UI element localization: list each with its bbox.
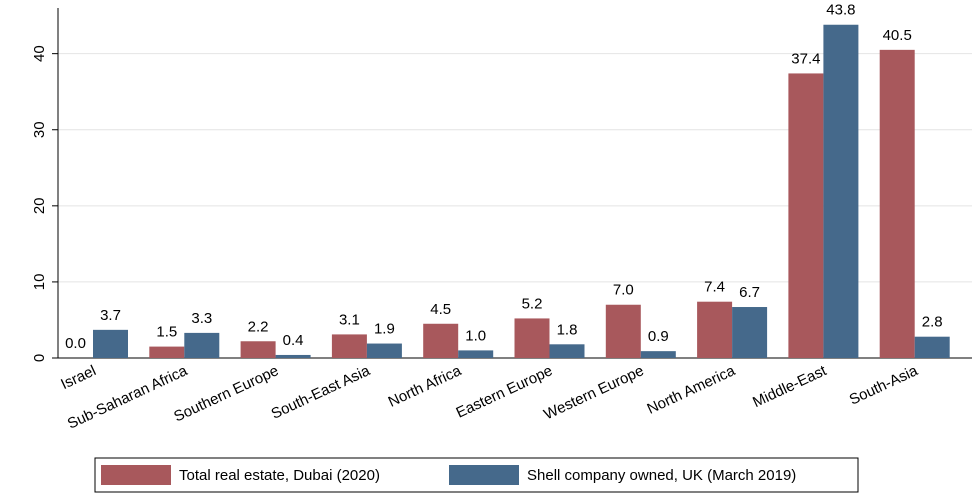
x-tick-label: North Africa bbox=[386, 362, 465, 411]
bar bbox=[149, 346, 185, 358]
data-label: 40.5 bbox=[883, 27, 912, 44]
x-tick-label: Western Europe bbox=[541, 362, 646, 423]
data-label: 5.2 bbox=[522, 295, 543, 312]
y-tick-label: 10 bbox=[31, 274, 48, 291]
data-label: 3.3 bbox=[191, 310, 212, 327]
data-label: 2.8 bbox=[922, 314, 943, 331]
bar bbox=[788, 73, 824, 358]
data-label: 0.4 bbox=[283, 332, 304, 349]
data-label: 1.9 bbox=[374, 321, 395, 338]
bar bbox=[914, 336, 950, 358]
legend-label: Shell company owned, UK (March 2019) bbox=[527, 467, 796, 484]
y-tick-label: 30 bbox=[31, 121, 48, 138]
data-label: 1.0 bbox=[465, 327, 486, 344]
bar bbox=[697, 301, 733, 358]
data-label: 7.4 bbox=[704, 279, 725, 296]
x-tick-label: Middle-East bbox=[750, 362, 830, 411]
bar bbox=[423, 323, 459, 358]
x-tick-label: Eastern Europe bbox=[454, 362, 556, 421]
bar bbox=[458, 350, 494, 358]
data-label: 3.1 bbox=[339, 311, 360, 328]
x-tick-label: South-Asia bbox=[847, 362, 921, 409]
bar bbox=[640, 351, 676, 358]
data-label: 1.5 bbox=[156, 324, 177, 341]
bar bbox=[184, 332, 220, 358]
y-tick-label: 20 bbox=[31, 197, 48, 214]
bar bbox=[366, 343, 402, 358]
x-tick-label: North America bbox=[644, 362, 738, 418]
legend-label: Total real estate, Dubai (2020) bbox=[179, 467, 380, 484]
data-label: 37.4 bbox=[791, 50, 820, 67]
legend-swatch bbox=[449, 465, 519, 485]
data-label: 0.9 bbox=[648, 328, 669, 345]
bar bbox=[240, 341, 276, 358]
bar bbox=[605, 304, 641, 358]
bar bbox=[879, 49, 915, 358]
bar bbox=[331, 334, 367, 358]
data-label: 43.8 bbox=[826, 2, 855, 19]
data-label: 2.2 bbox=[248, 318, 269, 335]
x-tick-label: Israel bbox=[58, 362, 98, 393]
bar bbox=[549, 344, 585, 358]
bar bbox=[93, 329, 128, 358]
data-label: 7.0 bbox=[613, 282, 634, 299]
data-label: 6.7 bbox=[739, 284, 760, 301]
bar bbox=[275, 354, 311, 358]
bar bbox=[732, 307, 768, 358]
bar bbox=[514, 318, 550, 358]
x-tick-label: Southern Europe bbox=[171, 362, 281, 425]
y-tick-label: 0 bbox=[31, 354, 48, 362]
data-label: 3.7 bbox=[100, 307, 121, 324]
data-label: 0.0 bbox=[65, 335, 86, 352]
data-label: 4.5 bbox=[430, 301, 451, 318]
y-tick-label: 40 bbox=[31, 45, 48, 62]
legend-swatch bbox=[101, 465, 171, 485]
data-label: 1.8 bbox=[557, 321, 578, 338]
x-tick-label: South-East Asia bbox=[269, 362, 374, 423]
bar bbox=[823, 24, 859, 358]
